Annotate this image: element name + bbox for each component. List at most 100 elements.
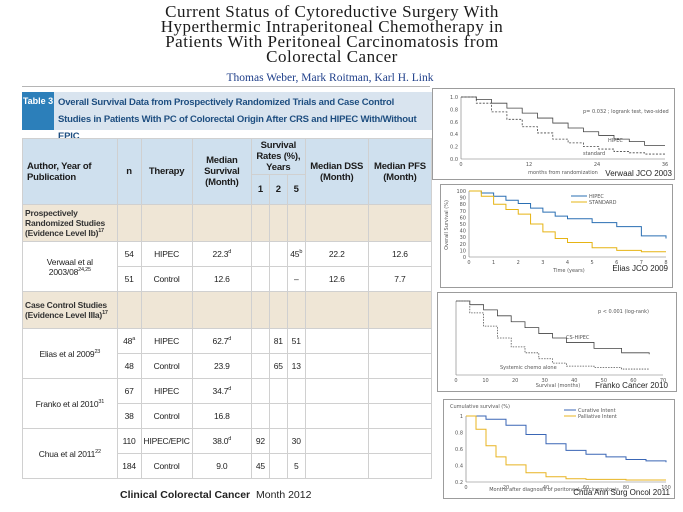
- year5-cell: –: [286, 266, 306, 292]
- n-cell-value: 38: [124, 411, 134, 421]
- plot-caption: Chua Ann Surg Oncol 2011: [573, 488, 670, 497]
- col-header-year: 1: [251, 174, 270, 205]
- divider: [22, 86, 430, 87]
- y-tick-label: 0.2: [455, 480, 463, 486]
- median-dss-cell: [304, 353, 369, 379]
- empty-cell: [268, 291, 288, 329]
- section-row: Prospectively Randomized Studies (Eviden…: [22, 204, 433, 242]
- median-pfs-cell: 12.6: [367, 241, 433, 267]
- km-curve-systemic-chemo-alone: [456, 300, 650, 370]
- empty-cell: [116, 204, 142, 242]
- title-line: Hyperthermic Intraperitoneal Chemotherap…: [160, 17, 504, 36]
- therapy-cell: HIPEC: [140, 378, 193, 404]
- year5-cell-value: 30: [291, 436, 301, 446]
- table-row: Franko et al 201031 67 HIPEC 34.7d: [22, 378, 433, 429]
- y-tick-label: 50: [460, 222, 466, 228]
- median-dss-cell: 22.2: [304, 241, 369, 267]
- col-header-median-dss: Median DSS (Month): [304, 138, 369, 205]
- year1-cell: [251, 328, 270, 354]
- x-tick-label: 80: [623, 485, 629, 491]
- journal-footer: Clinical Colorectal Cancer Month 2012: [120, 489, 311, 501]
- empty-cell: [191, 204, 253, 242]
- n-cell-value: 48: [124, 361, 134, 371]
- year2-cell: 81: [268, 328, 288, 354]
- y-axis-label: Overall Survival (%): [444, 200, 450, 250]
- legend-label: Curative Intent: [578, 408, 616, 414]
- title-line: Patients With Peritoneal Carcinomatosis …: [165, 32, 499, 51]
- year5-cell: [286, 378, 306, 404]
- x-axis-label: Months after diagnosis of peritoneal car…: [489, 487, 619, 493]
- median-survival-cell-value: 23.9: [213, 361, 230, 371]
- median-survival-cell-footnote: d: [228, 249, 232, 256]
- km-plot-elias: 100 90 80 70 60 50 40 30 20 10 0 0 1 2 3 4 5 6 7 8 Overall S…: [440, 184, 673, 288]
- n-cell-value: 110: [122, 436, 136, 446]
- y-tick-label: 0.6: [455, 447, 463, 453]
- year2-cell: [268, 403, 288, 429]
- km-plot-chua-svg: 1 0.8 0.6 0.4 0.20 20 40 60 80 100 Cumulative surv…: [450, 404, 671, 493]
- plot-caption: Verwaal JCO 2003: [605, 169, 672, 178]
- year2-cell-value: 81: [273, 336, 283, 346]
- median-pfs-cell-value: 12.6: [392, 249, 408, 259]
- km-curve-curative-intent: [466, 415, 667, 463]
- median-survival-cell: 38.0d: [191, 428, 253, 454]
- km-curve-hipec: [461, 96, 665, 146]
- y-tick-label: 0.2: [450, 145, 458, 151]
- y-tick-label: 0.0: [450, 157, 458, 163]
- table-row: Chua et al 201122 110 HIPEC/EPIC 38.0d 92 30: [22, 428, 433, 479]
- median-survival-cell-value: 9.0: [216, 461, 228, 471]
- median-survival-cell: 22.3d: [191, 241, 253, 267]
- col-header-therapy: Therapy: [140, 138, 193, 205]
- median-dss-cell-value: 22.2: [328, 249, 345, 259]
- author-cell: Verwaal et al 2003/0824,25: [22, 241, 118, 292]
- km-curve-cs-hipec: [456, 300, 650, 355]
- therapy-cell-value: Control: [153, 274, 180, 284]
- x-tick-label: 0: [454, 378, 457, 384]
- p-value-annotation: p= 0.032 ; logrank test, two-sided: [583, 109, 669, 115]
- author-cell-value: Franko et al 2010: [35, 398, 99, 409]
- year1-cell: [251, 266, 270, 292]
- median-survival-cell-footnote: d: [228, 386, 232, 393]
- section-footnote: 17: [98, 228, 104, 235]
- year1-cell: 92: [251, 428, 270, 454]
- x-tick-label: 3: [541, 260, 544, 266]
- y-tick-label: 0.8: [450, 107, 458, 113]
- x-tick-label: 20: [503, 485, 509, 491]
- n-cell: 48a: [116, 328, 142, 354]
- median-survival-cell-value: 38.0: [212, 436, 229, 446]
- median-dss-cell-value: 12.6: [328, 274, 345, 284]
- empty-cell: [140, 291, 193, 329]
- series-label: CS-HIPEC: [566, 335, 590, 341]
- journal-name: Clinical Colorectal Cancer: [120, 489, 251, 501]
- plot-caption: Franko Cancer 2010: [595, 381, 668, 390]
- table-row: Elias et al 200923 48a HIPEC 62.7d 81 51: [22, 328, 433, 379]
- median-pfs-cell: [367, 403, 433, 429]
- y-tick-label: 20: [460, 242, 466, 248]
- x-tick-label: 6: [615, 260, 618, 266]
- table-caption-text: Overall Survival Data from Prospectively…: [58, 97, 417, 142]
- year2-cell: [268, 241, 288, 267]
- therapy-cell-value: HIPEC: [154, 336, 180, 346]
- empty-cell: [367, 204, 433, 242]
- journal-date: Month 2012: [255, 489, 312, 501]
- y-tick-label: 1: [460, 414, 463, 420]
- year5-cell-value: –: [293, 274, 299, 284]
- therapy-cell-value: HIPEC: [154, 249, 180, 259]
- col-header-median-pfs: Median PFS (Month): [367, 138, 433, 205]
- median-survival-cell-footnote: d: [228, 336, 232, 343]
- median-dss-cell: 12.6: [304, 266, 369, 292]
- therapy-cell-value: HIPEC: [154, 386, 180, 396]
- year5-cell-value: 51: [291, 336, 301, 346]
- median-pfs-cell: [367, 378, 433, 404]
- y-tick-label: 30: [460, 235, 466, 241]
- plot-caption: Elias JCO 2009: [612, 264, 668, 273]
- empty-cell: [268, 204, 288, 242]
- col-header-median-survival: Median Survival (Month): [191, 138, 253, 205]
- year2-cell-value: 65: [273, 361, 283, 371]
- col-header-survival-rates: Survival Rates (%), Years: [251, 138, 306, 175]
- year1-cell: [251, 241, 270, 267]
- year5-cell-value: 5: [293, 461, 299, 471]
- x-tick-label: 40: [543, 485, 549, 491]
- year2-cell: [268, 453, 288, 479]
- author-cell-value: Elias et al 2009: [39, 348, 95, 359]
- x-tick-label: 40: [571, 378, 577, 384]
